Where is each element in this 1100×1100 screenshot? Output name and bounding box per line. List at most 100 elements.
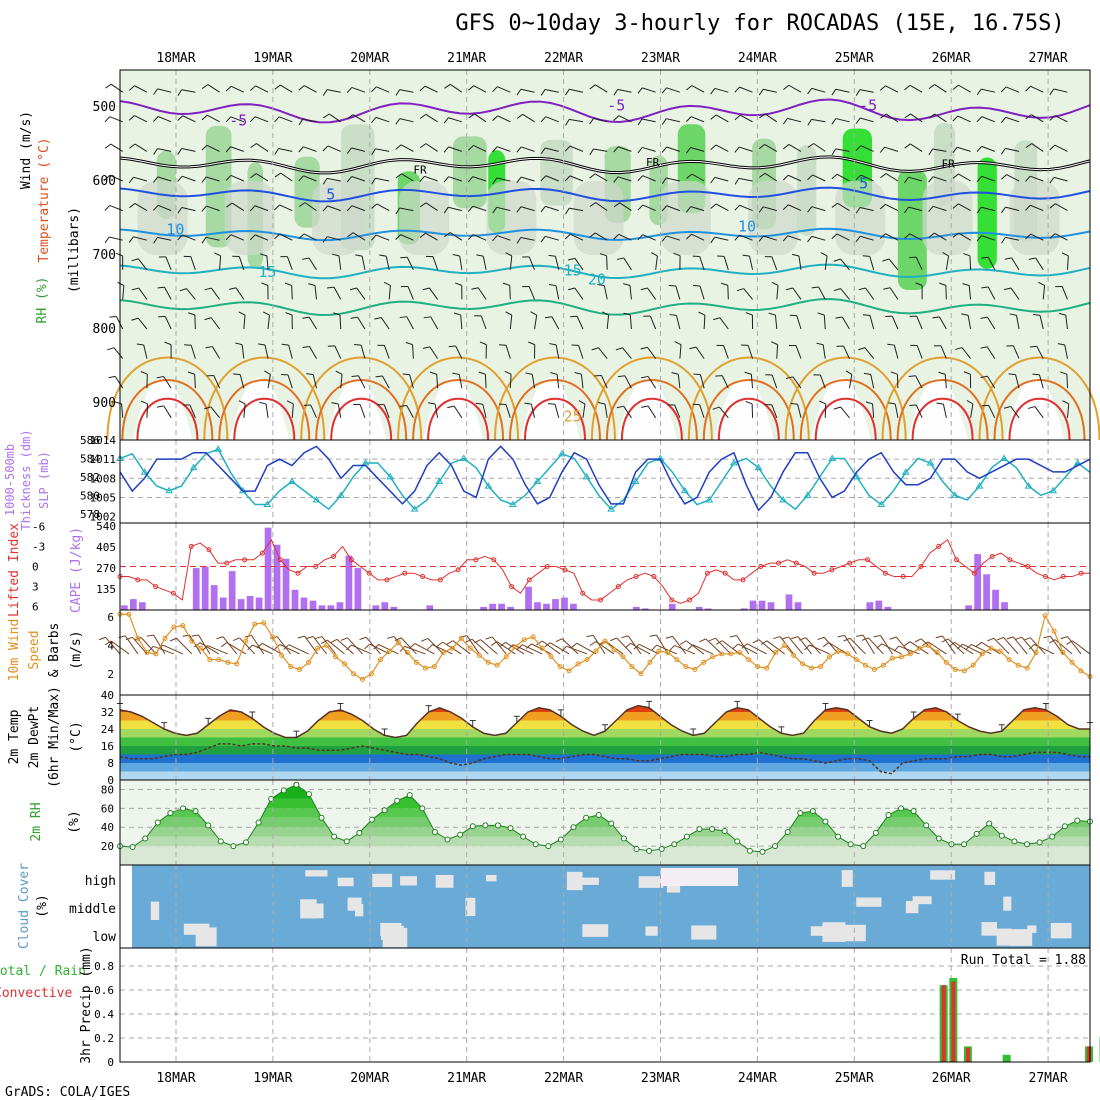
contour-label: 15 xyxy=(258,263,276,281)
wind-barb-flag xyxy=(250,173,257,179)
wind-barb-flag xyxy=(976,176,982,182)
wind-barb xyxy=(210,317,221,330)
wind-barb-flag xyxy=(140,400,148,405)
wind-barb-flag xyxy=(191,634,199,637)
wind-barb xyxy=(448,146,463,152)
wind-barb xyxy=(986,346,996,359)
wind-barb xyxy=(235,287,245,300)
wind-barb-flag xyxy=(128,115,135,121)
contour-label: FR xyxy=(413,164,427,177)
cape-bar xyxy=(381,602,389,610)
wind-barb-flag xyxy=(257,343,266,346)
cape-bar xyxy=(884,606,892,610)
wind-barb xyxy=(896,374,899,389)
wind-barb xyxy=(509,285,511,300)
wind-barb xyxy=(715,114,729,123)
wind-barb-flag xyxy=(1000,86,1007,93)
wind-barb-flag xyxy=(225,85,232,92)
wind-barb xyxy=(647,376,657,389)
wind-barb-flag xyxy=(816,342,824,346)
temp-arch xyxy=(896,379,989,441)
wind-barb xyxy=(576,642,597,655)
cape-bar xyxy=(758,600,766,610)
wind-barb xyxy=(181,147,196,152)
wind-barb-flag xyxy=(387,635,395,639)
rh-point xyxy=(1024,841,1031,848)
lifted-index-point xyxy=(704,570,710,576)
wind-barb xyxy=(763,206,777,212)
rh-point xyxy=(721,828,728,834)
wind-barb xyxy=(1006,174,1020,182)
wind-barb-flag xyxy=(641,375,649,379)
wind-barb-flag xyxy=(105,83,112,89)
wind-barb-flag xyxy=(807,174,813,181)
clear-cell xyxy=(841,870,853,887)
wind-speed-point xyxy=(512,644,518,650)
wind-barb xyxy=(981,116,995,123)
wind-barb xyxy=(509,374,512,389)
ytick-label: 270 xyxy=(96,562,116,575)
wind-barb-flag xyxy=(831,148,837,156)
wind-barb-flag xyxy=(699,638,706,643)
wind-barb xyxy=(484,374,487,389)
wind-barb-flag xyxy=(616,405,624,409)
wind-barb xyxy=(520,206,535,212)
wind-speed-point xyxy=(827,654,833,660)
wind-barb xyxy=(932,148,947,152)
lifted-index-point xyxy=(242,557,248,563)
top-date-label: 21MAR xyxy=(447,51,486,66)
wind-barb-flag xyxy=(822,642,829,648)
lifted-index-point xyxy=(865,557,871,563)
wind-barb-flag xyxy=(862,255,870,257)
wind-barb-flag xyxy=(565,207,570,215)
rh-point xyxy=(129,844,136,851)
rh-point xyxy=(683,833,690,840)
wind-barb xyxy=(279,644,300,655)
wind-barb xyxy=(841,316,850,330)
axis-title: Lifted Index xyxy=(7,523,22,617)
wind-barb xyxy=(597,347,608,359)
ytick-label: 586 xyxy=(80,434,100,447)
lifted-index-point xyxy=(633,574,639,580)
wind-barb xyxy=(157,148,172,152)
wind-barb xyxy=(771,404,778,418)
wind-barb-flag xyxy=(804,644,810,651)
cape-bar xyxy=(228,571,236,610)
wind-barb xyxy=(796,315,802,330)
wind-barb-flag xyxy=(1062,400,1070,405)
wind-barb-flag xyxy=(298,85,305,91)
lifted-index-point xyxy=(776,560,782,566)
rh-point xyxy=(557,836,564,843)
wind-barb-flag xyxy=(888,402,896,405)
rh-point xyxy=(885,811,892,818)
wind-barb xyxy=(909,233,923,241)
wind-barb-flag xyxy=(817,636,825,641)
wind-barb-flag xyxy=(710,114,717,120)
wind-barb xyxy=(1038,374,1044,389)
wind-barb xyxy=(970,403,974,418)
wind-barb xyxy=(278,148,293,152)
wind-barb xyxy=(1053,176,1068,182)
wind-barb-flag xyxy=(156,405,164,408)
wind-barb-flag xyxy=(505,311,513,316)
wind-barb-flag xyxy=(322,178,328,185)
wind-speed-point xyxy=(898,654,904,660)
wind-speed-point xyxy=(315,645,321,651)
wind-barb xyxy=(987,257,996,271)
wind-barb xyxy=(818,286,826,300)
wind-speed-point xyxy=(234,661,240,667)
wind-barb xyxy=(792,287,802,300)
wind-barb xyxy=(942,404,947,418)
wind-barb xyxy=(1061,286,1068,300)
wind-barb-flag xyxy=(921,641,929,647)
lifted-index-point xyxy=(971,570,977,576)
wind-barb xyxy=(595,641,615,655)
wind-barb-flag xyxy=(799,637,806,641)
rh-cell xyxy=(1009,181,1060,255)
wind-barb xyxy=(891,315,899,330)
bottom-date-label: 22MAR xyxy=(544,1071,583,1086)
wind-barb xyxy=(714,236,729,241)
wind-barb-flag xyxy=(936,402,944,405)
wind-barb-flag xyxy=(640,346,648,350)
wind-barb-flag xyxy=(443,117,449,124)
